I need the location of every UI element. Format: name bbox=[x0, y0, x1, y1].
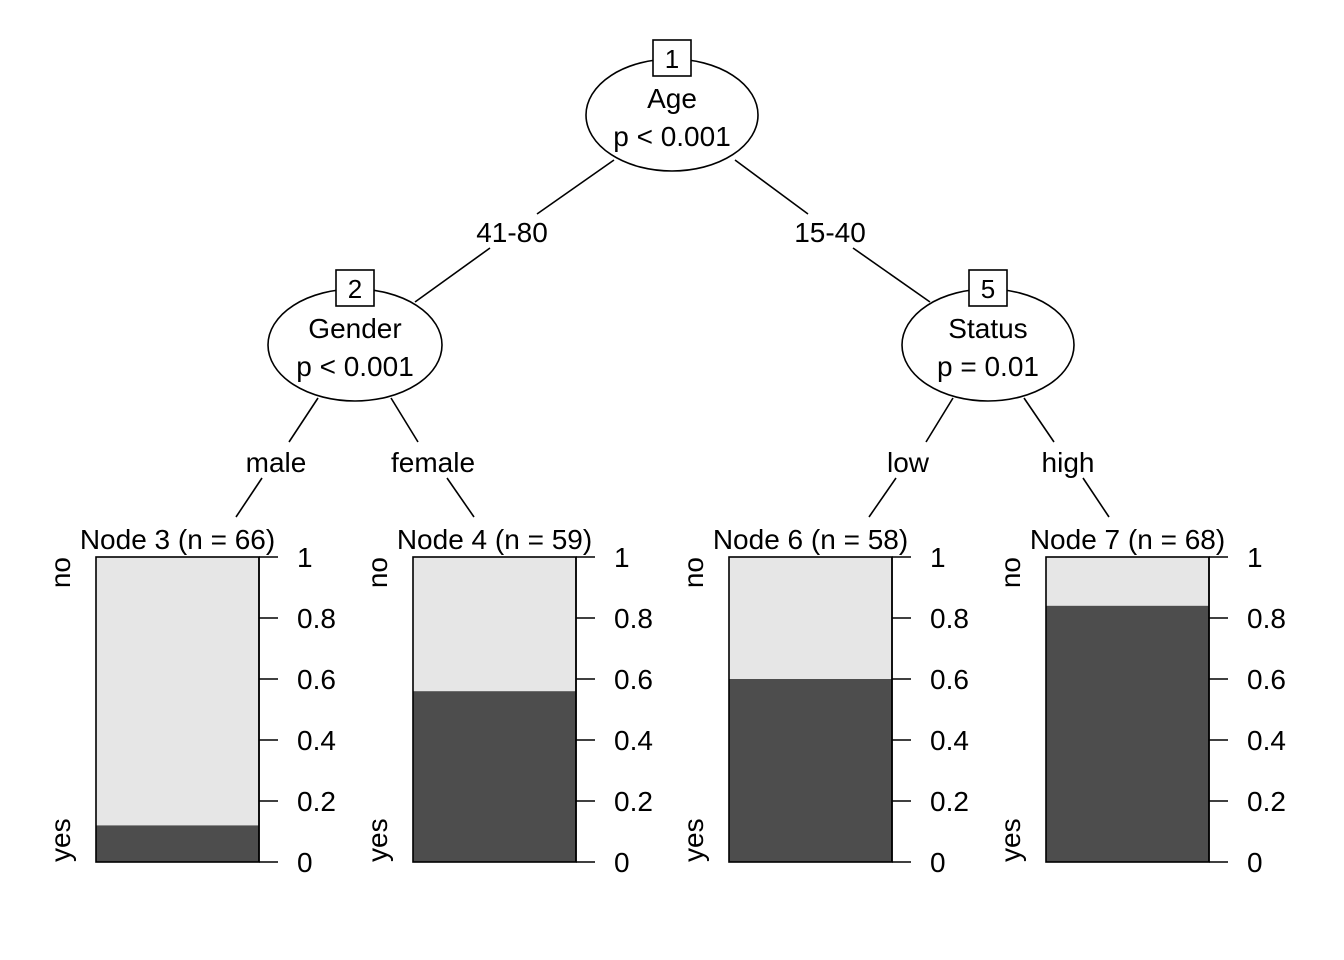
terminal-node-title: Node 7 (n = 68) bbox=[1030, 524, 1225, 555]
category-label-no: no bbox=[678, 557, 709, 588]
inner-node-2-gender: 2 Gender p < 0.001 bbox=[267, 269, 443, 402]
edge-label-age-15-40: 15-40 bbox=[794, 217, 866, 248]
edge-line-age-to-status-upper bbox=[734, 159, 809, 215]
axis-tick-label: 0.4 bbox=[1247, 725, 1286, 756]
terminal-node-1: Node 3 (n = 66)no yes 0 0.2 0.4 0.6 0.8 1 bbox=[45, 524, 336, 878]
axis-tick-label: 0.8 bbox=[297, 603, 336, 634]
edge-label-status-high: high bbox=[1042, 447, 1095, 478]
category-label-yes: yes bbox=[45, 818, 76, 862]
inner-node-5-status: 5 Status p = 0.01 bbox=[901, 269, 1075, 402]
axis-tick-label: 0 bbox=[1247, 847, 1263, 878]
no-bar bbox=[729, 557, 892, 679]
node-pvalue-label: p < 0.001 bbox=[613, 121, 731, 152]
axis-tick-label: 0.4 bbox=[614, 725, 653, 756]
tree-connectors bbox=[235, 159, 1110, 518]
terminal-node-title: Node 4 (n = 59) bbox=[397, 524, 592, 555]
axis-tick-label: 1 bbox=[614, 542, 630, 573]
edge-line-age-to-status-lower bbox=[852, 247, 931, 303]
yes-bar bbox=[413, 691, 576, 862]
axis-tick-label: 0.2 bbox=[297, 786, 336, 817]
edge-line-gender-to-node3-lower bbox=[235, 477, 263, 518]
edge-label-status-low: low bbox=[887, 447, 930, 478]
edge-line-gender-to-node4-lower bbox=[446, 477, 475, 518]
edge-line-status-to-node7-lower bbox=[1082, 477, 1110, 518]
category-label-yes: yes bbox=[678, 818, 709, 862]
no-bar bbox=[1046, 557, 1209, 606]
axis-tick-label: 1 bbox=[297, 542, 313, 573]
axis-tick-label: 0 bbox=[297, 847, 313, 878]
edge-label-age-41-80: 41-80 bbox=[476, 217, 548, 248]
yes-bar bbox=[96, 825, 259, 862]
edge-line-status-to-node6-upper bbox=[925, 397, 954, 443]
category-label-no: no bbox=[995, 557, 1026, 588]
axis-tick-label: 0.2 bbox=[1247, 786, 1286, 817]
edge-line-age-to-gender-upper bbox=[536, 159, 615, 215]
node-variable-label: Age bbox=[647, 83, 697, 114]
edge-label-gender-female: female bbox=[391, 447, 475, 478]
yes-bar bbox=[1046, 605, 1209, 862]
axis-tick-label: 0.4 bbox=[297, 725, 336, 756]
edge-line-status-to-node7-upper bbox=[1023, 397, 1055, 443]
node-variable-label: Status bbox=[948, 313, 1027, 344]
terminal-node-title: Node 3 (n = 66) bbox=[80, 524, 275, 555]
node-id: 2 bbox=[348, 274, 362, 304]
category-label-no: no bbox=[45, 557, 76, 588]
node-id: 5 bbox=[981, 274, 995, 304]
axis-tick-label: 0.8 bbox=[614, 603, 653, 634]
yes-bar bbox=[729, 679, 892, 862]
no-bar bbox=[413, 557, 576, 692]
axis-tick-label: 1 bbox=[1247, 542, 1263, 573]
node-id: 1 bbox=[665, 44, 679, 74]
node-variable-label: Gender bbox=[308, 313, 401, 344]
category-label-no: no bbox=[362, 557, 393, 588]
node-id-box bbox=[652, 39, 692, 77]
axis-tick-label: 0.2 bbox=[930, 786, 969, 817]
edge-label-gender-male: male bbox=[246, 447, 307, 478]
axis-tick-label: 0.6 bbox=[297, 664, 336, 695]
axis-tick-label: 0.6 bbox=[614, 664, 653, 695]
edge-line-age-to-gender-lower bbox=[414, 247, 491, 303]
node-pvalue-label: p < 0.001 bbox=[296, 351, 414, 382]
axis-tick-label: 0 bbox=[614, 847, 630, 878]
edge-line-gender-to-node4-upper bbox=[390, 397, 419, 443]
axis-tick-label: 0.8 bbox=[1247, 603, 1286, 634]
terminal-node-4: Node 7 (n = 68)no yes 0 0.2 0.4 0.6 0.8 1 bbox=[995, 524, 1286, 878]
no-bar bbox=[96, 557, 259, 826]
terminal-node-title: Node 6 (n = 58) bbox=[713, 524, 908, 555]
node-pvalue-label: p = 0.01 bbox=[937, 351, 1039, 382]
axis-tick-label: 0.8 bbox=[930, 603, 969, 634]
terminal-node-2: Node 4 (n = 59)no yes 0 0.2 0.4 0.6 0.8 1 bbox=[362, 524, 653, 878]
axis-tick-label: 0.4 bbox=[930, 725, 969, 756]
node-id-box bbox=[335, 269, 375, 307]
axis-tick-label: 0.6 bbox=[1247, 664, 1286, 695]
axis-tick-label: 0.6 bbox=[930, 664, 969, 695]
axis-tick-label: 1 bbox=[930, 542, 946, 573]
edge-line-gender-to-node3-upper bbox=[288, 397, 319, 443]
inner-node-1-age: 1 Age p < 0.001 bbox=[585, 39, 759, 172]
terminal-node-3: Node 6 (n = 58)no yes 0 0.2 0.4 0.6 0.8 1 bbox=[678, 524, 969, 878]
category-label-yes: yes bbox=[362, 818, 393, 862]
category-label-yes: yes bbox=[995, 818, 1026, 862]
node-id-box bbox=[968, 269, 1008, 307]
edge-line-status-to-node6-lower bbox=[868, 477, 897, 518]
axis-tick-label: 0.2 bbox=[614, 786, 653, 817]
axis-tick-label: 0 bbox=[930, 847, 946, 878]
